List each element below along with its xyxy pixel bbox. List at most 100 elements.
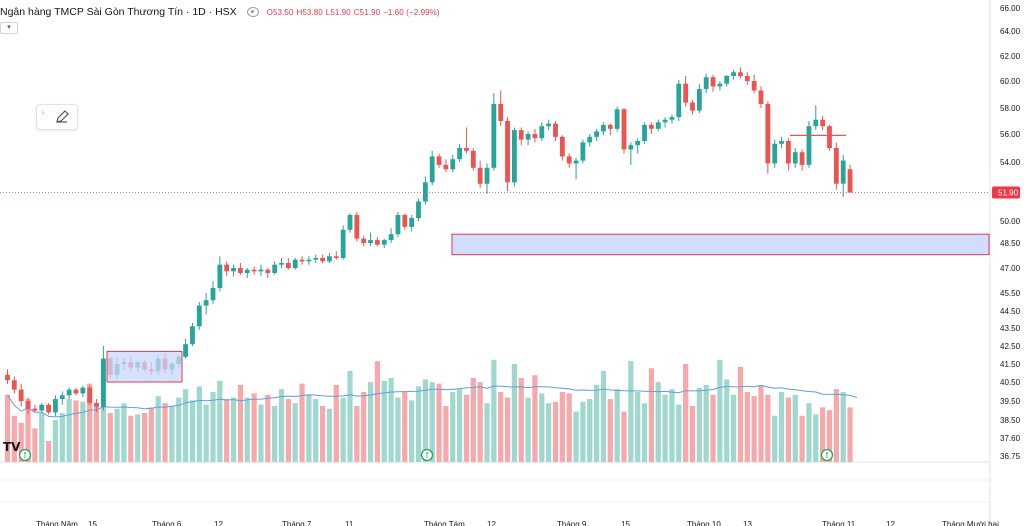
volume-bar (210, 392, 216, 462)
pencil-icon[interactable] (54, 109, 70, 125)
price-tick-label: 66.00 (1000, 4, 1021, 13)
candle-body (285, 263, 291, 268)
candle-body (299, 259, 305, 262)
candle-body (210, 288, 216, 301)
chevron-down-icon[interactable]: ▾ (0, 22, 18, 34)
price-tick-label: 44.50 (1000, 307, 1021, 316)
candle-body (25, 401, 31, 409)
symbol-title[interactable]: Ngân hàng TMCP Sài Gòn Thương Tín · 1D ·… (0, 6, 237, 18)
candle-body (470, 150, 476, 168)
volume-bar (183, 389, 189, 462)
candle-body (381, 240, 387, 245)
candle-body (450, 159, 456, 170)
time-tick-label: 12 (214, 520, 223, 526)
candle-body (731, 72, 736, 76)
candle-body (710, 77, 716, 87)
volume-bar (559, 392, 565, 462)
volume-bar (169, 406, 175, 462)
volume-bar (415, 386, 422, 462)
volume-bar (361, 392, 367, 462)
volume-bar (607, 399, 613, 462)
ohlc-high: H53.80 (296, 7, 323, 17)
tradingview-logo[interactable]: TV (3, 440, 21, 454)
volume-bar (52, 420, 59, 462)
volume-bar (580, 401, 586, 462)
time-tick-label: Tháng Mười hai (942, 520, 999, 526)
drag-handle-icon[interactable]: ⁝⁝ (41, 110, 45, 117)
candle-body (279, 263, 284, 265)
volume-bar (340, 397, 346, 462)
candle-body (258, 269, 264, 272)
volume-bar (744, 392, 750, 462)
volume-bar (141, 413, 148, 462)
candle-body (580, 142, 586, 161)
volume-bar (80, 401, 86, 462)
candle-body (203, 300, 209, 306)
time-tick-label: 12 (886, 520, 895, 526)
volume-bar (107, 413, 113, 462)
volume-bar (258, 404, 264, 462)
candle-body (265, 269, 271, 273)
volume-bar (594, 385, 600, 462)
drawing-toolbar[interactable]: ⁝⁝ (36, 104, 78, 130)
candle-body (457, 148, 462, 160)
volume-bar (717, 359, 723, 462)
volume-ma-line (7, 384, 858, 418)
candle-body (559, 136, 565, 157)
volume-moving-average (7, 384, 858, 418)
candle-body (87, 387, 93, 403)
volume-bar (450, 392, 456, 462)
candle-body (744, 76, 750, 81)
candle-body (683, 83, 689, 103)
price-axis: 66.0064.0062.0060.0058.0056.0054.0052.00… (992, 4, 1021, 461)
volume-bar (552, 401, 559, 462)
last-price-label: 51.90 (998, 189, 1019, 198)
volume-bar (641, 403, 648, 462)
candle-body (375, 240, 380, 245)
dividend-marker-icon (18, 448, 32, 462)
volume-bar (230, 397, 237, 462)
candle-body (354, 215, 360, 239)
volume-bar (333, 385, 339, 462)
price-tick-label: 64.00 (1000, 27, 1021, 36)
volume-bar (724, 379, 730, 462)
candle-body (190, 326, 195, 345)
volume-bar (244, 397, 250, 462)
rectangle-drawing-left (106, 350, 183, 383)
volume-bar (785, 397, 791, 462)
candle-body (696, 89, 702, 111)
candle-body (238, 268, 243, 273)
candle-body (484, 167, 490, 184)
candle-body (32, 408, 38, 411)
volume-bar (409, 400, 415, 462)
candle-body (101, 358, 106, 407)
candle-body (251, 269, 257, 272)
time-tick-label: 11 (345, 520, 354, 526)
candle-body (94, 402, 99, 407)
candle-body (758, 90, 764, 104)
candle-body (690, 102, 695, 111)
candle-body (532, 134, 538, 139)
candle-body (779, 141, 784, 144)
candle-body (806, 126, 812, 165)
price-tick-label: 45.50 (1000, 289, 1021, 298)
eye-icon[interactable] (246, 7, 259, 17)
volume-bar (320, 406, 326, 462)
candle-body (669, 117, 675, 120)
candle-body (772, 143, 778, 164)
volume-bar (792, 394, 798, 462)
volume-bar (772, 415, 778, 462)
ohlc-low: L51.90 (325, 7, 351, 17)
volume-bar (669, 389, 675, 462)
ohlc-close: C51.90 (353, 7, 381, 17)
volume-bar (11, 415, 17, 462)
volume-bar (662, 394, 668, 462)
price-tick-label: 54.00 (1000, 158, 1021, 167)
volume-bar (511, 364, 517, 462)
candle-body (217, 264, 223, 288)
volume-bar (395, 397, 401, 462)
candle-body (491, 103, 497, 168)
volume-bar (833, 389, 839, 462)
